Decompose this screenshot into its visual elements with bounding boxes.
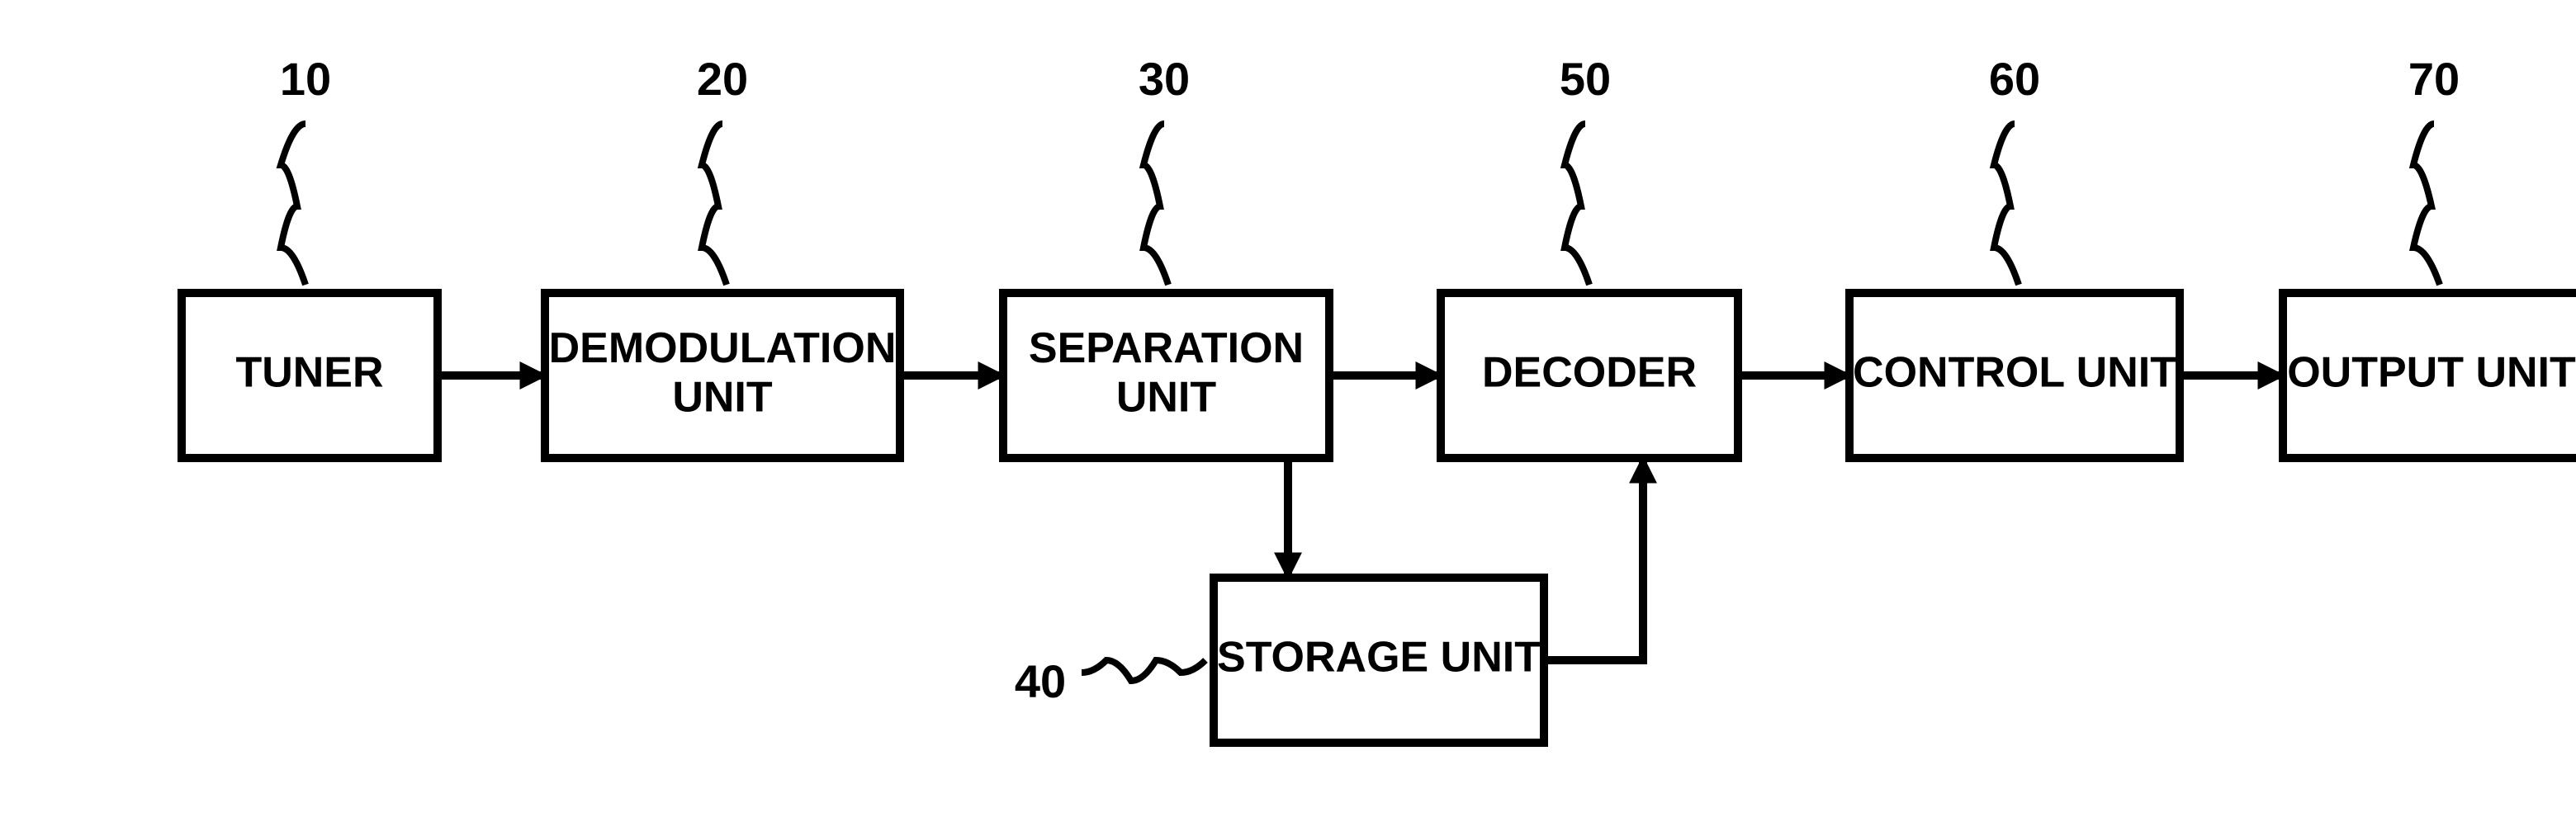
node-output-leader	[2413, 124, 2440, 285]
node-control-label: CONTROL UNIT	[1853, 349, 2176, 397]
node-separation-number: 30	[1139, 53, 1190, 105]
node-storage-leader	[1082, 660, 1205, 681]
node-control: CONTROL UNIT 60	[1849, 53, 2180, 458]
node-control-leader	[1994, 124, 2019, 285]
node-decoder-label: DECODER	[1482, 349, 1697, 397]
node-separation-label: UNIT	[1116, 374, 1217, 422]
node-demod-label: UNIT	[672, 374, 773, 422]
node-output: OUTPUT UNIT 70	[2283, 53, 2576, 458]
node-decoder: DECODER 50	[1441, 53, 1738, 458]
node-demod-number: 20	[697, 53, 748, 105]
node-decoder-leader	[1565, 124, 1589, 285]
node-separation: SEPARATIONUNIT 30	[1003, 53, 1329, 458]
node-demod-leader	[702, 124, 727, 285]
node-control-number: 60	[1989, 53, 2040, 105]
node-storage-number: 40	[1015, 655, 1066, 707]
node-demod: DEMODULATIONUNIT 20	[545, 53, 900, 458]
node-separation-leader	[1144, 124, 1168, 285]
node-tuner-number: 10	[280, 53, 331, 105]
node-tuner-label: TUNER	[235, 349, 383, 397]
node-storage: STORAGE UNIT 40	[1015, 578, 1544, 743]
node-storage-label: STORAGE UNIT	[1217, 634, 1541, 682]
node-tuner: TUNER 10	[182, 53, 438, 458]
node-output-number: 70	[2408, 53, 2460, 105]
node-tuner-leader	[281, 124, 305, 285]
node-demod-label: DEMODULATION	[549, 324, 897, 372]
node-decoder-number: 50	[1560, 53, 1611, 105]
node-output-label: OUTPUT UNIT	[2287, 349, 2576, 397]
node-separation-label: SEPARATION	[1029, 324, 1304, 372]
edge-storage-to-decoder	[1544, 458, 1643, 660]
